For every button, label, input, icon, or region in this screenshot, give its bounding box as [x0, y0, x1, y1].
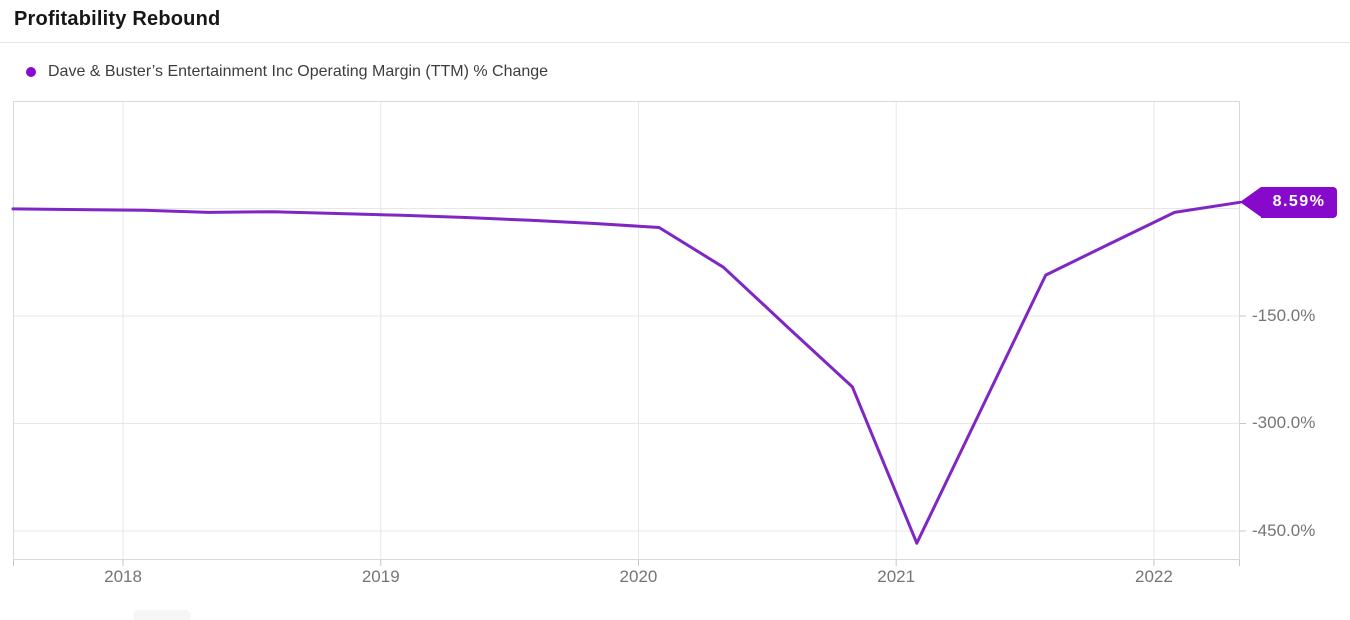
plot-border: [13, 101, 1240, 560]
line-chart-svg: [11, 101, 1246, 566]
legend-marker-icon: [26, 67, 36, 77]
series-line[interactable]: [11, 200, 1242, 545]
legend-item[interactable]: Dave & Buster’s Entertainment Inc Operat…: [26, 63, 548, 81]
badge-arrow-icon: [1240, 186, 1261, 217]
y-axis-label: -300.0%: [1252, 413, 1316, 433]
cutoff-watermark: [133, 610, 191, 620]
y-axis-label: -150.0%: [1252, 305, 1316, 325]
x-axis-label: 2019: [361, 567, 400, 586]
last-value-badge: 8.59%: [1240, 186, 1337, 218]
x-axis-label: 2021: [877, 567, 916, 586]
chart-title: Profitability Rebound: [14, 8, 221, 30]
last-value-label: 8.59%: [1261, 186, 1337, 218]
x-axis-label: 2022: [1135, 567, 1173, 586]
title-divider: [0, 42, 1350, 43]
plot-area: [11, 101, 1246, 566]
legend-label: Dave & Buster’s Entertainment Inc Operat…: [48, 63, 549, 80]
x-axis-label: 2018: [104, 567, 142, 586]
x-axis-label: 2020: [619, 567, 658, 586]
y-axis-label: -450.0%: [1252, 520, 1316, 540]
